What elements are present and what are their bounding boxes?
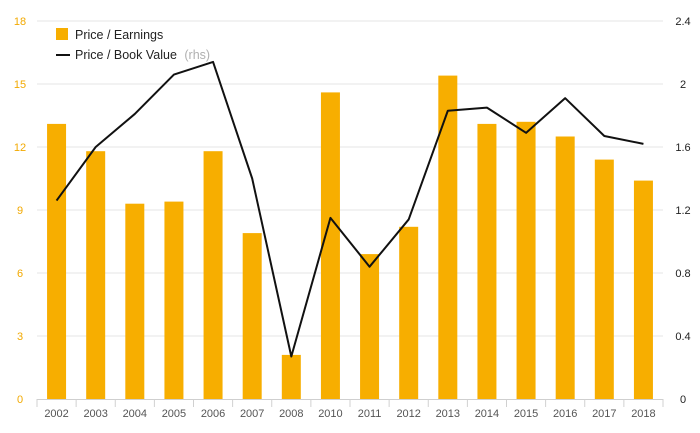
y-left-tick-label: 9 (17, 205, 23, 217)
x-tick-label: 2015 (514, 408, 538, 420)
x-tick-label: 2006 (201, 408, 225, 420)
bar (125, 203, 145, 399)
x-tick-label: 2018 (631, 408, 655, 420)
bar (47, 123, 67, 400)
line-series (55, 60, 644, 358)
y-right-tick-label: 2.4 (675, 16, 690, 28)
legend-label-price-earnings: Price / Earnings (75, 28, 163, 42)
legend-label-price-book: Price / Book Value (rhs) (75, 48, 210, 62)
x-tick-label: 2011 (358, 408, 382, 420)
bar (320, 92, 340, 400)
legend-label-price-book-name: Price / Book Value (75, 48, 177, 62)
x-tick-label: 2008 (279, 408, 303, 420)
bar (633, 180, 653, 399)
x-tick-label: 2003 (83, 408, 107, 420)
x-tick-label: 2010 (318, 408, 342, 420)
bar (438, 75, 458, 399)
axes: 0 0 3 0.4 6 0.8 9 1.2 12 1.6 15 2 18 2.4 2002 2003 2004 2… (14, 16, 691, 420)
x-tick-label: 2004 (123, 408, 147, 420)
price-book-line (55, 60, 644, 358)
y-left-tick-label: 18 (14, 16, 26, 28)
y-right-tick-label: 2 (680, 79, 686, 91)
bar (86, 151, 106, 399)
bar (242, 233, 262, 399)
y-right-tick-label: 1.6 (675, 142, 690, 154)
bar (164, 201, 184, 399)
x-tick-label: 2014 (475, 408, 499, 420)
legend-swatch-price-earnings (56, 28, 68, 40)
y-right-tick-label: 1.2 (675, 205, 690, 217)
y-left-tick-label: 6 (17, 268, 23, 280)
y-right-tick-label: 0.4 (675, 331, 690, 343)
x-tick-label: 2007 (240, 408, 264, 420)
bar (594, 159, 614, 399)
legend: Price / Earnings Price / Book Value (rhs… (56, 28, 210, 62)
x-tick-label: 2005 (162, 408, 186, 420)
x-tick-label: 2017 (592, 408, 616, 420)
x-tick-label: 2016 (553, 408, 577, 420)
legend-label-price-book-suffix: (rhs) (184, 48, 210, 62)
x-tick-label: 2013 (436, 408, 460, 420)
bar (516, 121, 536, 400)
y-left-tick-label: 0 (17, 394, 23, 406)
y-right-tick-label: 0 (680, 394, 686, 406)
bar (399, 226, 419, 399)
y-left-tick-label: 3 (17, 331, 23, 343)
x-tick-label: 2012 (396, 408, 420, 420)
y-left-tick-label: 12 (14, 142, 26, 154)
bar (281, 354, 301, 399)
bar (555, 136, 575, 399)
y-right-tick-label: 0.8 (675, 268, 690, 280)
x-tick-label: 2002 (44, 408, 68, 420)
bar (477, 123, 497, 400)
bar (203, 151, 223, 399)
bars (47, 75, 653, 400)
bar (360, 254, 380, 399)
y-left-tick-label: 15 (14, 79, 26, 91)
